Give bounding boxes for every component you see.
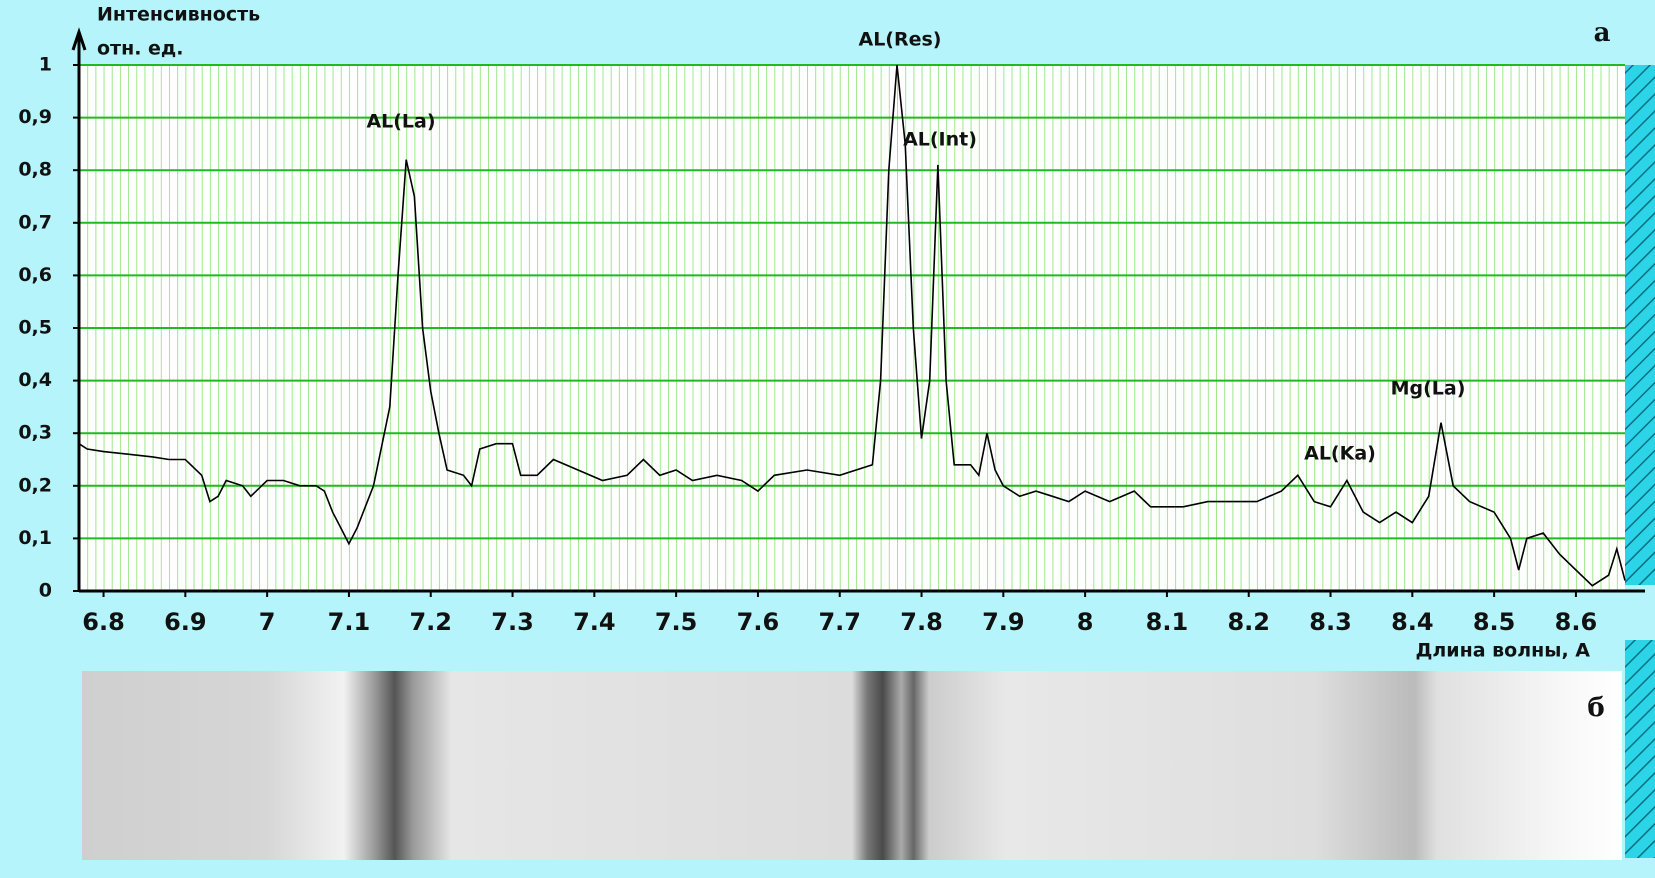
y-axis-label: Интенсивность xyxy=(97,4,260,26)
y-tick-label: 0,1 xyxy=(18,527,52,549)
x-tick-label: 6.8 xyxy=(82,608,125,636)
x-tick-label: 8.5 xyxy=(1473,608,1516,636)
y-tick-label: 0,4 xyxy=(18,369,52,391)
peak-annotation: AL(La) xyxy=(366,111,435,133)
y-tick-label: 0,2 xyxy=(18,474,52,496)
x-tick-label: 8.2 xyxy=(1227,608,1270,636)
y-axis-label: отн. ед. xyxy=(97,38,183,60)
x-tick-label: 7.8 xyxy=(900,608,943,636)
scroll-bar xyxy=(1625,640,1655,858)
x-tick-label: 7.2 xyxy=(409,608,452,636)
x-tick-label: 7.9 xyxy=(982,608,1025,636)
x-axis-label: Длина волны, А xyxy=(1415,640,1590,662)
scroll-bar xyxy=(1625,65,1655,585)
x-tick-label: 8.6 xyxy=(1555,608,1598,636)
y-tick-label: 0,5 xyxy=(18,317,52,339)
peak-annotation: AL(Ka) xyxy=(1304,443,1376,465)
x-tick-label: 7.1 xyxy=(328,608,371,636)
chart: Интенсивность отн. ед. Длина волны, А а … xyxy=(0,0,1655,878)
y-tick-label: 0,6 xyxy=(18,264,52,286)
x-tick-label: 8 xyxy=(1077,608,1094,636)
x-tick-label: 7.5 xyxy=(655,608,698,636)
y-tick-label: 0 xyxy=(39,580,52,602)
x-tick-label: 8.3 xyxy=(1309,608,1352,636)
peak-annotation: Mg(La) xyxy=(1391,378,1466,400)
y-tick-label: 0,9 xyxy=(18,106,52,128)
peak-annotation: AL(Int) xyxy=(903,129,977,151)
x-tick-label: 7.6 xyxy=(737,608,780,636)
spectrum-image xyxy=(82,671,1622,860)
x-tick-label: 8.1 xyxy=(1146,608,1189,636)
y-tick-label: 0,7 xyxy=(18,211,52,233)
x-tick-label: 7.7 xyxy=(818,608,861,636)
y-tick-label: 1 xyxy=(39,54,52,76)
x-tick-label: 7.3 xyxy=(491,608,534,636)
panel-label: б xyxy=(1587,693,1604,723)
x-tick-label: 6.9 xyxy=(164,608,207,636)
panel-label: а xyxy=(1594,18,1611,48)
peak-annotation: AL(Res) xyxy=(858,29,941,51)
x-tick-label: 7 xyxy=(259,608,276,636)
y-tick-label: 0,3 xyxy=(18,422,52,444)
y-tick-label: 0,8 xyxy=(18,159,52,181)
x-tick-label: 7.4 xyxy=(573,608,616,636)
x-tick-label: 8.4 xyxy=(1391,608,1434,636)
